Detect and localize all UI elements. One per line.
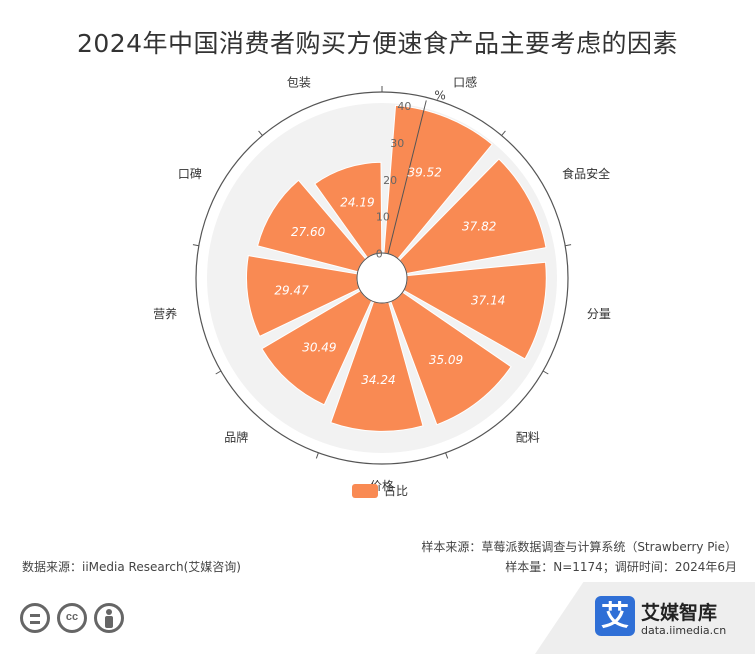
data-label: 34.24 (361, 373, 395, 387)
data-label: 30.49 (302, 341, 336, 355)
data-label: 27.60 (291, 225, 326, 239)
radial-axis-line (387, 100, 427, 254)
category-label: 食品安全 (562, 166, 610, 181)
category-label: 包装 (287, 76, 311, 90)
legend[interactable]: 占比 (352, 482, 408, 499)
cc-cc-icon: cc (57, 603, 87, 633)
angle-tick (315, 452, 319, 459)
angle-tick (501, 130, 506, 136)
sample-source: 样本来源：草莓派数据调查与计算系统（Strawberry Pie） (421, 540, 737, 554)
category-label: 配料 (516, 430, 540, 444)
brand-name: 艾媒智库 (641, 602, 718, 624)
cc-person-icon (94, 603, 124, 633)
data-label: 37.82 (462, 219, 496, 233)
category-label: 口碑 (178, 166, 202, 181)
radial-tick-label: 20 (383, 174, 397, 187)
legend-label: 占比 (384, 484, 409, 498)
chart-title: 2024年中国消费者购买方便速食产品主要考虑的因素 (76, 29, 679, 58)
license-badges: cc (20, 603, 131, 633)
angle-tick (565, 244, 572, 247)
data-label: 37.14 (471, 294, 505, 308)
angle-tick (258, 130, 263, 136)
category-label: 口感 (453, 75, 477, 90)
data-label: 24.19 (340, 195, 374, 209)
data-label: 39.52 (407, 165, 441, 179)
radial-tick-label: 40 (397, 100, 411, 113)
radial-unit-label: % (434, 88, 445, 102)
angle-tick (192, 244, 199, 247)
category-label: 营养 (153, 306, 177, 321)
sample-info: 样本量：N=1174；调研时间：2024年6月 (505, 560, 737, 574)
cc-equal-icon (20, 603, 50, 633)
category-label: 分量 (587, 307, 611, 321)
data-label: 35.09 (429, 353, 463, 367)
radial-tick-label: 10 (376, 211, 390, 224)
angle-tick (215, 370, 222, 375)
category-label: 品牌 (224, 430, 248, 444)
data-source: 数据来源：iiMedia Research(艾媒咨询) (22, 560, 241, 574)
legend-swatch (352, 483, 378, 498)
radial-tick-label: 0 (376, 247, 383, 260)
brand-url: data.iimedia.cn (641, 624, 727, 637)
data-label: 29.47 (274, 284, 309, 298)
inner-circle (356, 252, 408, 304)
angle-tick (445, 452, 449, 459)
radial-tick-label: 30 (390, 137, 404, 150)
angle-tick (542, 370, 549, 375)
brand-logo-icon: 艾 (595, 596, 635, 636)
